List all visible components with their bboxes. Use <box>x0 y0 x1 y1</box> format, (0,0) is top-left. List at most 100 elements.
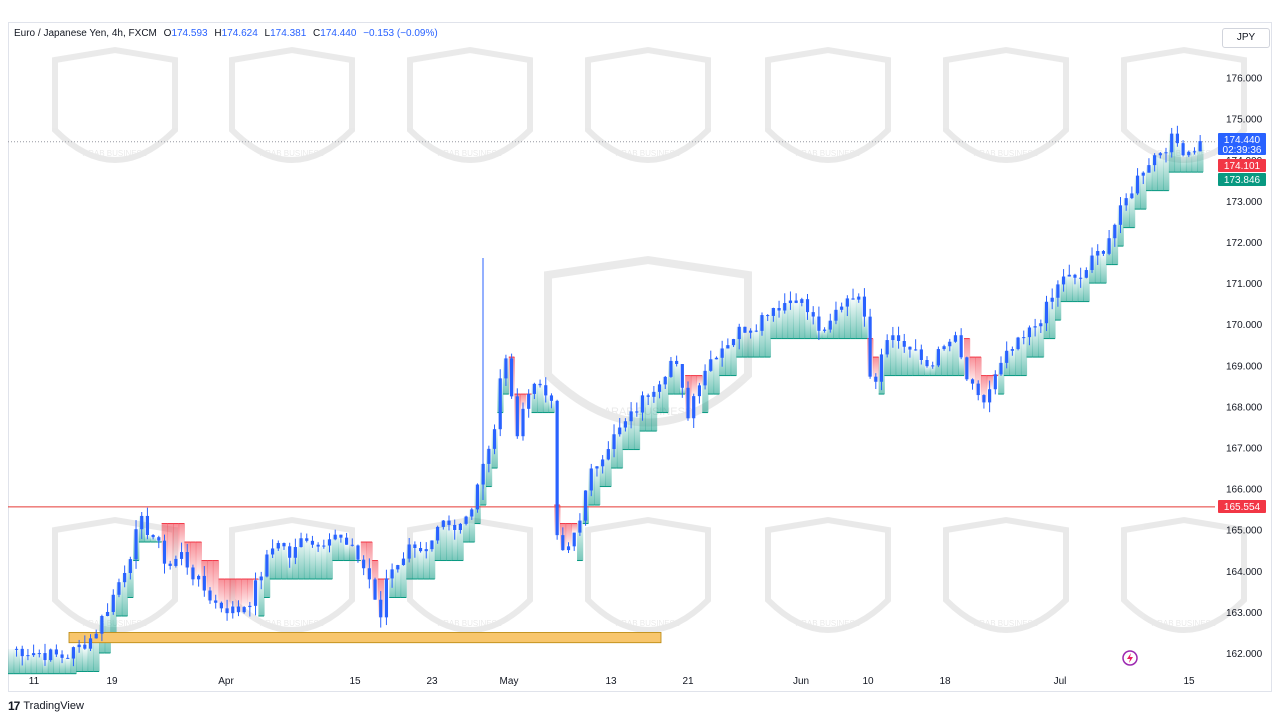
candle-body <box>1073 274 1077 278</box>
candle-body <box>589 468 593 491</box>
candle-body <box>197 575 201 580</box>
trend-band-down <box>178 523 185 553</box>
watermark-shield-outline <box>229 46 355 163</box>
trend-band-up <box>770 307 777 339</box>
trend-band-up <box>850 299 857 339</box>
trend-band-up <box>628 411 635 450</box>
candle-body <box>1135 175 1140 194</box>
chart-frame[interactable] <box>8 22 1272 692</box>
candle-body <box>151 534 155 538</box>
candle-body <box>925 359 929 367</box>
candle-body <box>379 599 383 618</box>
trend-band-down <box>360 542 367 569</box>
candle-body <box>1090 255 1094 271</box>
candle-body <box>532 383 536 394</box>
trend-band-up <box>451 529 459 561</box>
demand-zone <box>68 632 662 644</box>
candle-body <box>606 449 610 460</box>
watermark-shield: ARAB BUSINESS <box>407 516 533 633</box>
candle-body <box>470 509 474 517</box>
time-axis[interactable]: 11 19 Apr 15 23 May 13 21 Jun 10 18 Jul 15 <box>29 676 1195 687</box>
candle-body <box>982 395 986 403</box>
candle-body <box>231 606 235 614</box>
price-tag-value: 174.440 <box>1224 135 1261 146</box>
currency-button[interactable]: JPY <box>1222 28 1270 48</box>
trend-band-up <box>446 524 453 561</box>
watermark-layer: ARAB BUSINESS ARAB BUSINESS ARAB BUSINESS A… <box>52 46 1247 633</box>
candle-body <box>1153 155 1157 166</box>
candle-body <box>731 339 736 346</box>
candle-body <box>1067 274 1071 277</box>
trend-band-up <box>1100 253 1107 284</box>
trend-band-up <box>833 309 840 339</box>
trend-band-up <box>343 544 350 561</box>
candle-body <box>851 298 855 300</box>
candle-body <box>202 575 206 591</box>
candle-body <box>282 543 286 547</box>
price-tag-bg <box>1218 159 1266 172</box>
candle-body <box>117 582 121 595</box>
trend-band-up <box>713 357 720 395</box>
candle-body <box>236 606 241 613</box>
trend-band-down <box>520 394 527 409</box>
candle-body <box>305 538 309 541</box>
y-tick-label: 162.000 <box>1226 649 1263 660</box>
watermark-text: ARAB BUSINESS <box>260 149 324 158</box>
tradingview-logo[interactable]: 17 TradingView <box>8 699 84 713</box>
candle-body <box>936 349 940 366</box>
trend-band-up <box>1174 143 1181 173</box>
candle-body <box>407 544 411 559</box>
candle-body <box>66 657 70 659</box>
trend-band-up <box>440 520 447 561</box>
candle-body <box>811 312 815 317</box>
trend-band-up <box>394 565 402 598</box>
candle-body <box>948 341 952 347</box>
trend-band-up <box>1032 326 1039 358</box>
trend-band-up <box>1163 152 1170 191</box>
trend-band-up <box>8 649 15 674</box>
candle-body <box>629 411 633 422</box>
candle-body <box>686 387 690 419</box>
tradingview-brand: TradingView <box>23 700 84 712</box>
candle-body <box>1170 133 1174 153</box>
candle-body <box>703 370 707 386</box>
trend-band-up <box>645 396 652 432</box>
close-value: 174.440 <box>320 28 357 39</box>
trend-band-up <box>1123 198 1130 228</box>
trend-bands <box>8 133 1204 675</box>
candle-body <box>692 396 696 419</box>
alert-icon[interactable] <box>1122 650 1138 666</box>
trend-band-up <box>776 310 783 339</box>
trend-band-up <box>918 359 925 376</box>
watermark-shield: ARAB BUSINESS <box>407 46 533 163</box>
trend-band-down <box>571 523 578 533</box>
trend-band-down <box>235 579 242 613</box>
candle-body <box>242 607 246 613</box>
trend-band-up <box>412 548 419 580</box>
candle-body <box>1016 337 1020 350</box>
candle-body <box>60 654 64 658</box>
candle-body <box>111 594 115 612</box>
candle-body <box>896 335 901 341</box>
candle-body <box>430 540 434 550</box>
candle-body <box>640 395 645 413</box>
candle-body <box>709 359 713 371</box>
watermark-text: ARAB BUSINESS <box>974 619 1038 628</box>
x-tick-label: May <box>500 676 519 687</box>
candle-body <box>94 633 98 639</box>
price-tag-value: 165.554 <box>1224 502 1261 513</box>
candle-body <box>185 552 189 568</box>
change-value: −0.153 (−0.09%) <box>363 28 438 39</box>
trend-band-up <box>417 551 424 580</box>
candle-body <box>1039 323 1043 327</box>
price-tag-value: 174.101 <box>1224 161 1261 172</box>
candle-body <box>646 395 650 397</box>
candle-body <box>1175 133 1179 144</box>
candle-body <box>805 299 810 313</box>
y-tick-label: 165.000 <box>1226 526 1263 537</box>
candle-body <box>26 655 30 657</box>
candle-body <box>840 306 844 310</box>
candle-body <box>538 383 542 386</box>
x-tick-label: 19 <box>106 676 118 687</box>
